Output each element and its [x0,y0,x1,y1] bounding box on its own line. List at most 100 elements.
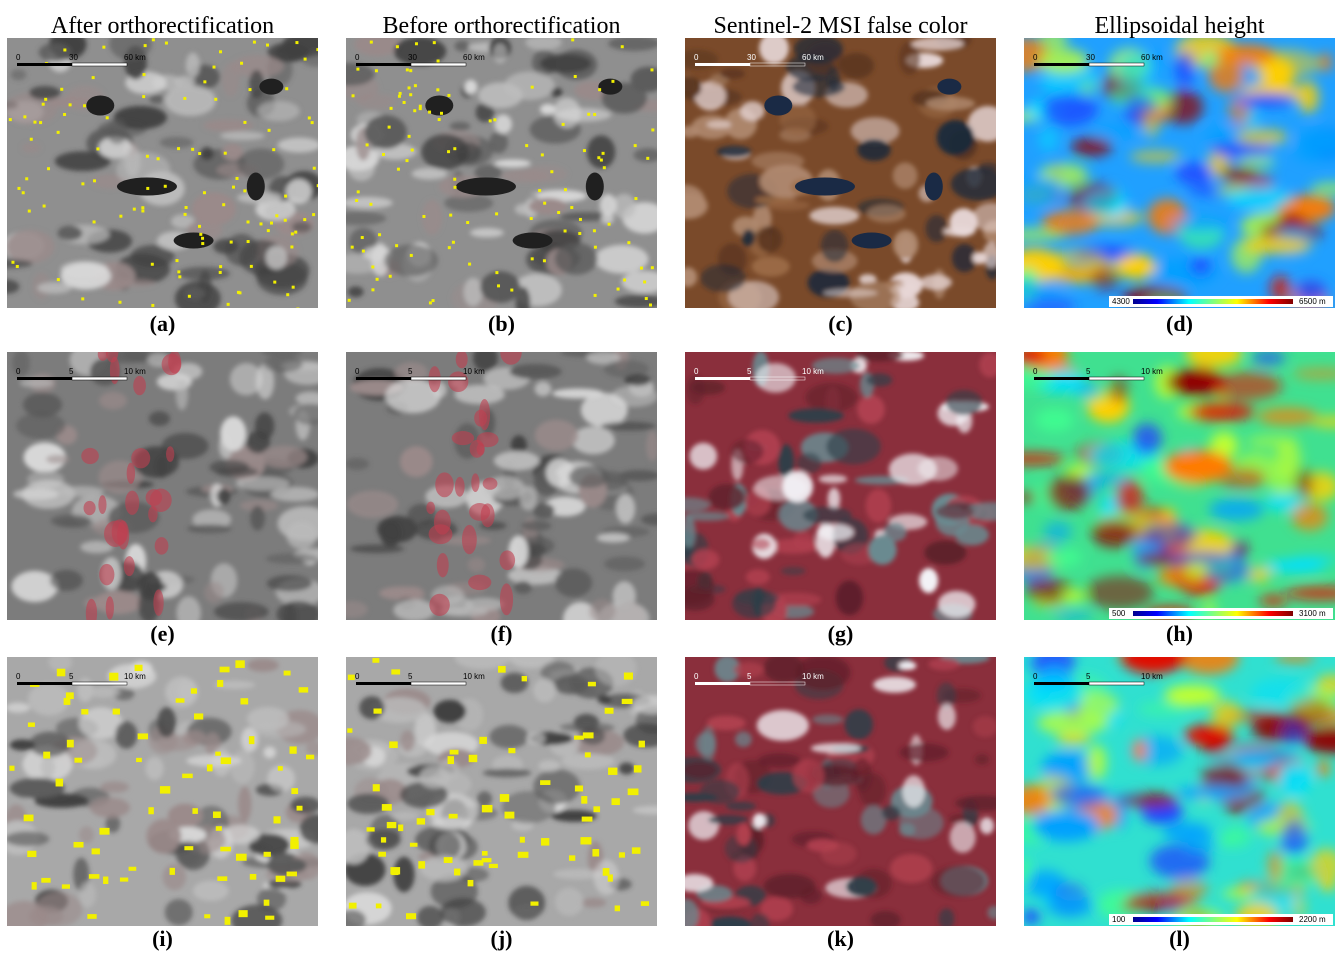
texture-blob [266,553,318,564]
texture-blob [911,37,964,50]
texture-blob [222,62,240,97]
detected-point [376,903,382,908]
detected-point [348,675,355,680]
texture-blob [264,747,276,759]
detected-point [570,206,573,209]
detected-point [141,209,144,212]
panel-caption: (a) [150,311,176,336]
detected-point [142,95,145,98]
detected-point [382,153,385,156]
detected-point [135,665,143,671]
texture-blob [708,815,748,825]
detected-point [530,901,538,905]
texture-blob [788,409,843,423]
glacier [124,556,135,576]
detected-point [160,786,170,793]
texture-blob [200,147,213,160]
texture-blob [338,829,370,864]
texture-blob [454,41,470,52]
detected-point [92,848,100,854]
detected-point [415,42,418,45]
texture-blob [1120,903,1171,911]
texture-blob [149,411,170,426]
detected-point [253,41,256,44]
detected-point [371,288,374,291]
texture-blob [412,168,448,180]
detected-point [63,113,66,116]
detected-point [272,148,275,151]
lake [259,79,283,95]
texture-blob [706,120,731,128]
texture-blob [993,281,1065,298]
detected-point [203,191,206,194]
texture-blob [950,822,976,853]
texture-blob [217,488,230,504]
detected-point [292,286,295,289]
texture-blob [861,805,887,834]
glacier [81,448,99,464]
scale-label: 0 [1033,672,1038,681]
texture-blob [533,678,556,702]
texture-blob [726,802,756,811]
texture-blob [899,661,917,670]
texture-blob [1053,611,1094,620]
scale-label: 0 [355,367,360,376]
detected-point [569,855,575,860]
texture-blob [204,582,224,604]
detected-point [178,275,181,278]
detected-point [24,815,34,822]
texture-blob [632,695,673,714]
detected-point [605,708,614,714]
scale-label: 10 km [1141,672,1163,681]
texture-blob [700,779,740,804]
texture-blob [348,286,364,297]
detected-point [165,42,168,45]
detected-point [47,167,50,170]
texture-blob [893,230,918,259]
detected-point [182,774,193,778]
glacier [470,440,485,458]
texture-blob [1011,177,1062,205]
detected-point [236,854,247,861]
texture-blob [975,754,989,765]
detected-point [81,297,84,300]
glacier [499,550,515,570]
detected-point [522,676,527,681]
detected-point [408,135,411,138]
detected-point [575,785,583,791]
texture-blob [955,795,1009,810]
detected-point [67,740,74,748]
texture-blob [836,580,864,615]
detected-point [62,884,70,888]
detected-point [276,876,286,882]
colorbar [1133,611,1293,616]
detected-point [433,41,436,44]
texture-blob [1251,678,1312,707]
texture-blob [1095,126,1143,137]
detected-point [405,159,408,162]
texture-blob [345,458,369,470]
glacier [437,553,449,577]
panel-caption: (f) [491,621,513,646]
panel-caption: (j) [491,926,513,951]
texture-blob [391,812,419,820]
detected-point [641,901,649,906]
texture-blob [6,230,54,264]
texture-blob [1226,187,1291,210]
detected-point [81,182,84,185]
texture-blob [1237,155,1275,167]
scale-label: 5 [69,367,74,376]
texture-blob [683,512,729,521]
detected-point [222,203,225,206]
detected-point [371,265,374,268]
detected-point [389,741,398,748]
texture-blob [555,568,592,597]
texture-blob [1184,837,1218,853]
detected-point [403,101,406,104]
detected-point [304,58,307,61]
scale-label: 0 [355,672,360,681]
detected-point [109,673,118,681]
scale-label: 60 km [124,53,146,62]
texture-blob [740,101,765,121]
detected-point [278,766,283,771]
